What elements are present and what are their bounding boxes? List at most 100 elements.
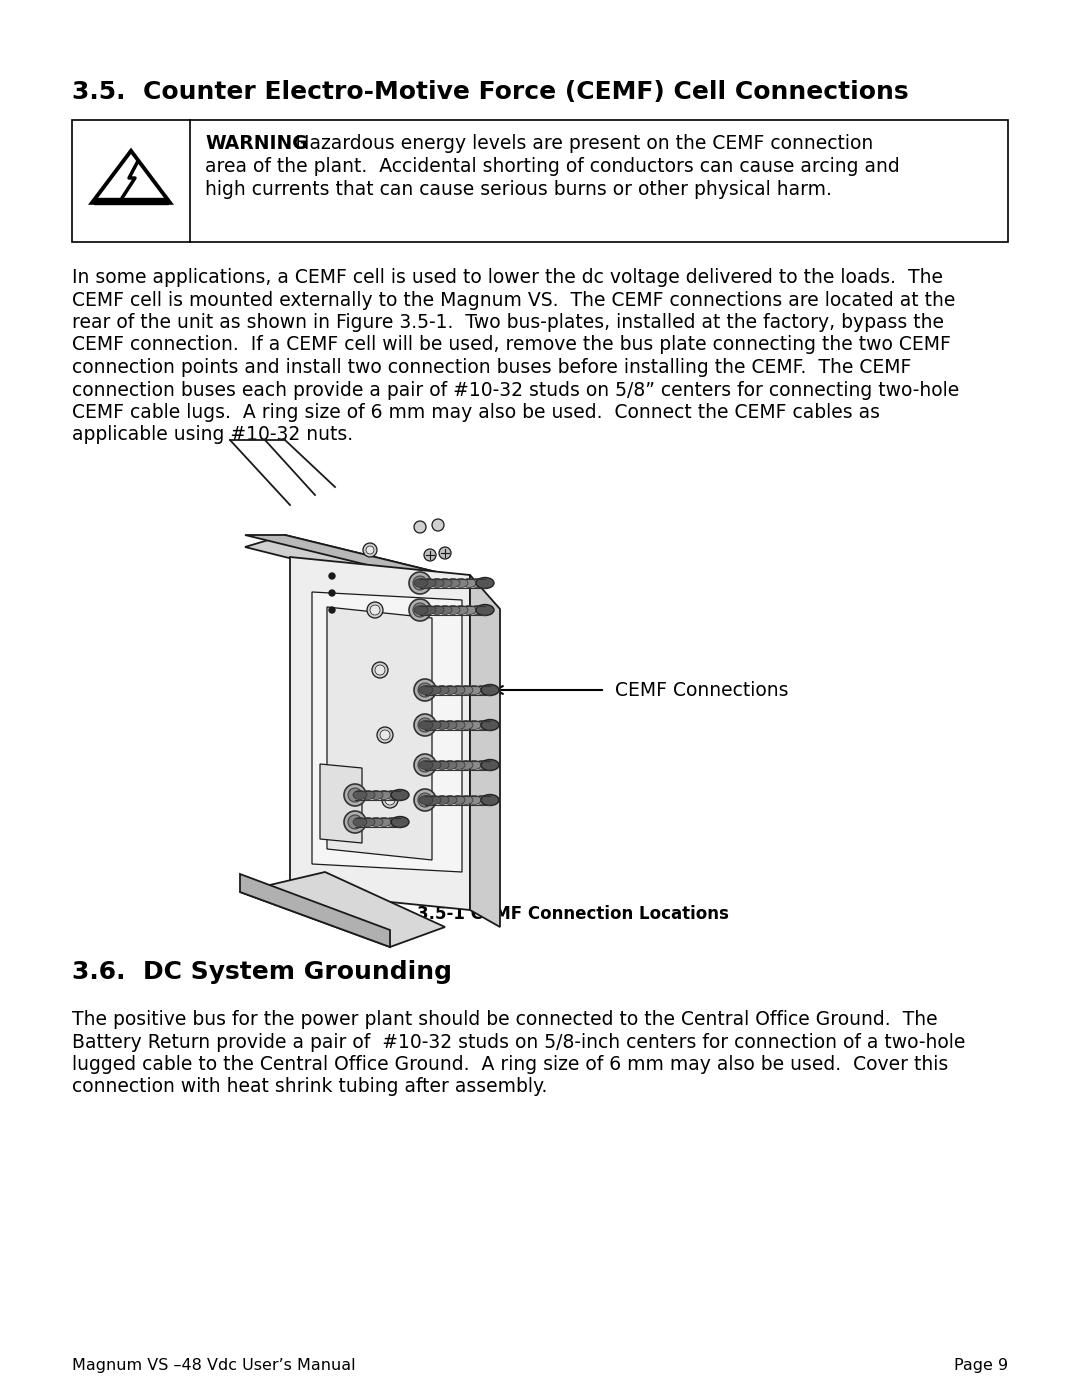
Ellipse shape	[451, 795, 465, 805]
Ellipse shape	[369, 791, 383, 799]
Ellipse shape	[414, 605, 428, 615]
Polygon shape	[92, 151, 171, 203]
Circle shape	[414, 521, 426, 534]
Polygon shape	[327, 608, 432, 861]
Text: rear of the unit as shown in Figure 3.5-1.  Two bus-plates, installed at the fac: rear of the unit as shown in Figure 3.5-…	[72, 313, 944, 332]
Ellipse shape	[475, 795, 489, 805]
Circle shape	[414, 789, 436, 812]
Ellipse shape	[443, 795, 457, 805]
Ellipse shape	[435, 721, 449, 729]
Circle shape	[380, 731, 390, 740]
Ellipse shape	[419, 760, 433, 770]
Ellipse shape	[384, 817, 399, 827]
Polygon shape	[240, 872, 445, 947]
Polygon shape	[320, 764, 362, 842]
Circle shape	[372, 662, 388, 678]
Circle shape	[366, 546, 374, 555]
Ellipse shape	[438, 605, 453, 615]
Circle shape	[413, 576, 427, 590]
Circle shape	[345, 812, 366, 833]
Ellipse shape	[483, 686, 497, 694]
Ellipse shape	[446, 605, 460, 615]
Ellipse shape	[451, 760, 465, 770]
Circle shape	[370, 605, 380, 615]
Ellipse shape	[481, 795, 499, 806]
Circle shape	[377, 726, 393, 743]
Circle shape	[345, 784, 366, 806]
Ellipse shape	[422, 605, 436, 615]
Text: 3.5.  Counter Electro-Motive Force (CEMF) Cell Connections: 3.5. Counter Electro-Motive Force (CEMF)…	[72, 80, 908, 103]
Ellipse shape	[353, 791, 367, 799]
Ellipse shape	[467, 760, 481, 770]
Ellipse shape	[467, 721, 481, 729]
Ellipse shape	[443, 721, 457, 729]
Ellipse shape	[443, 760, 457, 770]
Ellipse shape	[451, 686, 465, 694]
Ellipse shape	[478, 578, 492, 588]
Ellipse shape	[377, 817, 391, 827]
Ellipse shape	[467, 686, 481, 694]
Ellipse shape	[476, 577, 494, 588]
Circle shape	[424, 549, 436, 562]
Circle shape	[382, 792, 399, 807]
Circle shape	[432, 520, 444, 531]
Ellipse shape	[475, 686, 489, 694]
Text: CEMF cell is mounted externally to the Magnum VS.  The CEMF connections are loca: CEMF cell is mounted externally to the M…	[72, 291, 956, 310]
Circle shape	[418, 793, 432, 807]
Ellipse shape	[483, 795, 497, 805]
Circle shape	[414, 754, 436, 775]
Ellipse shape	[475, 760, 489, 770]
Ellipse shape	[476, 605, 494, 616]
Ellipse shape	[393, 817, 407, 827]
Circle shape	[414, 679, 436, 701]
Ellipse shape	[462, 578, 476, 588]
Polygon shape	[291, 557, 470, 909]
Ellipse shape	[369, 817, 383, 827]
Ellipse shape	[361, 791, 375, 799]
Text: 3.6.  DC System Grounding: 3.6. DC System Grounding	[72, 960, 453, 983]
Circle shape	[375, 665, 384, 675]
Ellipse shape	[459, 760, 473, 770]
Ellipse shape	[459, 721, 473, 729]
Ellipse shape	[427, 795, 441, 805]
Ellipse shape	[467, 795, 481, 805]
Text: connection buses each provide a pair of #10-32 studs on 5/8” centers for connect: connection buses each provide a pair of …	[72, 380, 959, 400]
Ellipse shape	[475, 721, 489, 729]
Text: lugged cable to the Central Office Ground.  A ring size of 6 mm may also be used: lugged cable to the Central Office Groun…	[72, 1055, 948, 1074]
Circle shape	[414, 714, 436, 736]
Text: connection points and install two connection buses before installing the CEMF.  : connection points and install two connec…	[72, 358, 912, 377]
Text: Figure 3.5-1 CEMF Connection Locations: Figure 3.5-1 CEMF Connection Locations	[351, 905, 729, 923]
Ellipse shape	[481, 760, 499, 771]
Bar	[72, 120, 1008, 242]
Circle shape	[367, 602, 383, 617]
Ellipse shape	[427, 686, 441, 694]
Ellipse shape	[419, 721, 433, 729]
Polygon shape	[245, 535, 465, 578]
Ellipse shape	[481, 719, 499, 731]
Circle shape	[363, 543, 377, 557]
Ellipse shape	[384, 791, 399, 799]
Text: high currents that can cause serious burns or other physical harm.: high currents that can cause serious bur…	[205, 180, 832, 198]
Circle shape	[329, 608, 335, 613]
Circle shape	[418, 759, 432, 773]
Ellipse shape	[427, 760, 441, 770]
Text: area of the plant.  Accidental shorting of conductors can cause arcing and: area of the plant. Accidental shorting o…	[205, 156, 900, 176]
Circle shape	[418, 683, 432, 697]
Ellipse shape	[443, 686, 457, 694]
Circle shape	[329, 573, 335, 578]
Ellipse shape	[430, 578, 444, 588]
Ellipse shape	[459, 686, 473, 694]
Polygon shape	[240, 875, 390, 947]
Text: The positive bus for the power plant should be connected to the Central Office G: The positive bus for the power plant sho…	[72, 1010, 937, 1030]
Ellipse shape	[478, 605, 492, 615]
Circle shape	[409, 599, 431, 622]
Polygon shape	[245, 535, 465, 592]
Ellipse shape	[422, 578, 436, 588]
Ellipse shape	[361, 817, 375, 827]
Ellipse shape	[353, 817, 367, 827]
Polygon shape	[312, 592, 462, 872]
Ellipse shape	[483, 721, 497, 729]
Text: CEMF cable lugs.  A ring size of 6 mm may also be used.  Connect the CEMF cables: CEMF cable lugs. A ring size of 6 mm may…	[72, 402, 880, 422]
Ellipse shape	[459, 795, 473, 805]
Ellipse shape	[438, 578, 453, 588]
